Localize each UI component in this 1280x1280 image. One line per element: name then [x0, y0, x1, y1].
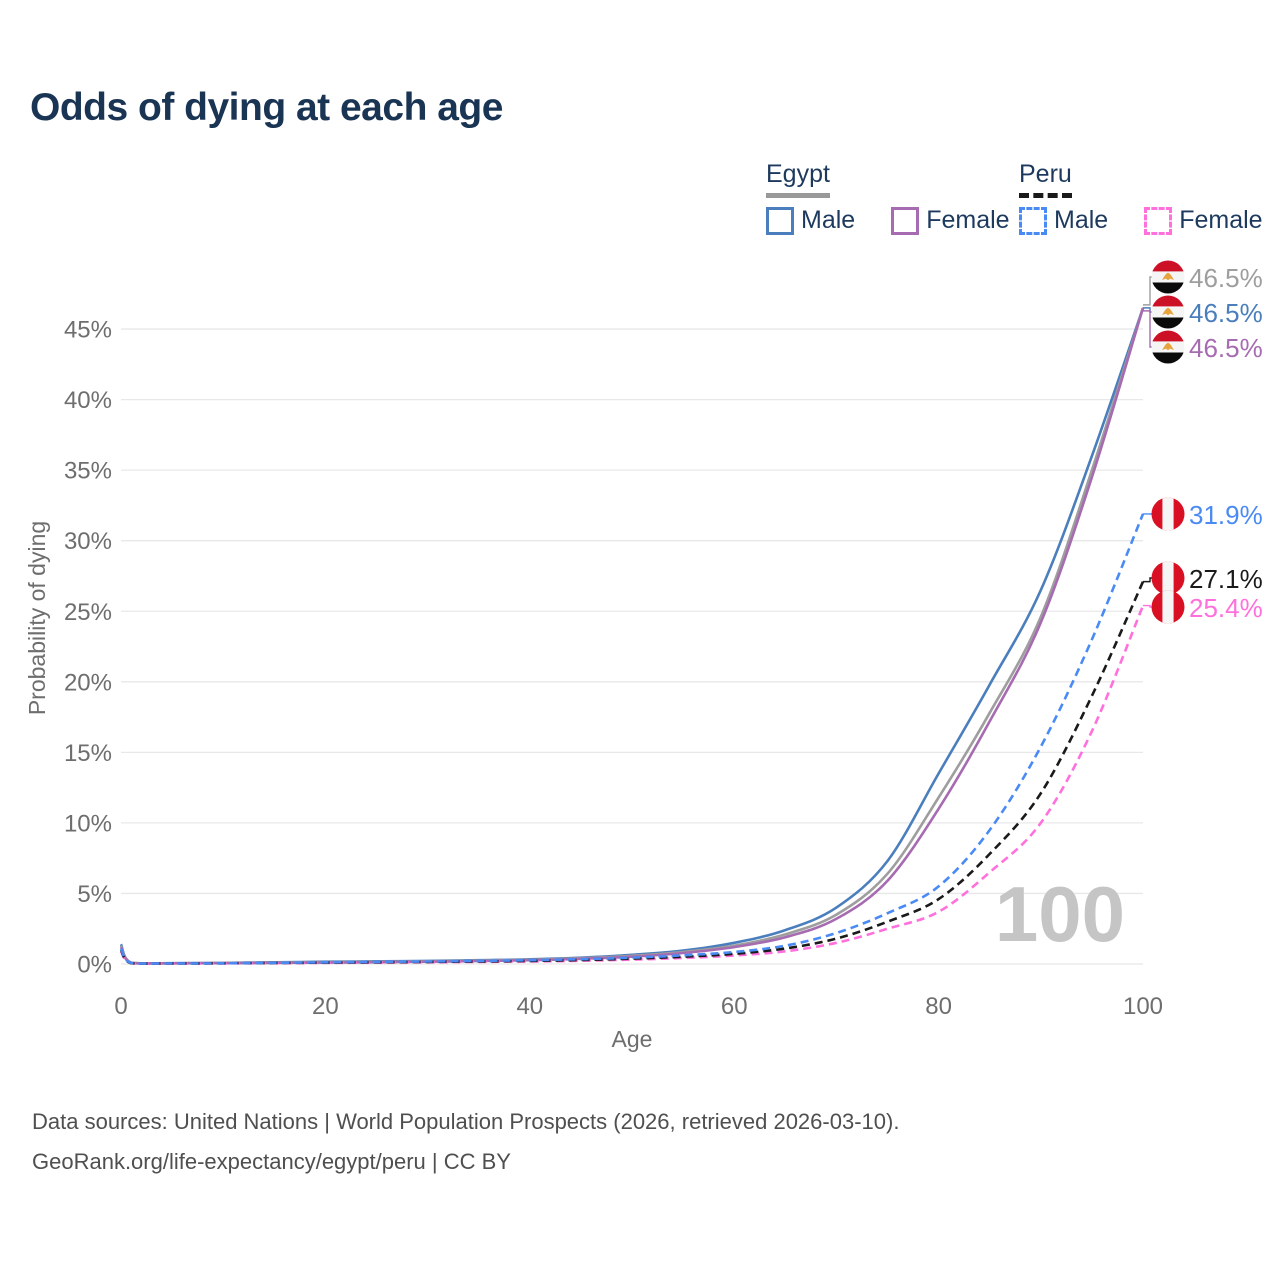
y-tick-label: 10% [64, 810, 112, 837]
egypt-flag-icon [1151, 260, 1185, 294]
end-label-value-peru-male: 31.9% [1189, 500, 1263, 530]
egypt-female-swatch-icon [891, 206, 920, 235]
legend-country-egypt[interactable]: Egypt [766, 160, 830, 198]
end-label-value-egypt-female: 46.5% [1189, 333, 1263, 363]
y-tick-label: 30% [64, 528, 112, 555]
legend-group-peru: Peru Male Female [1019, 160, 1280, 235]
egypt-flag-icon [1151, 295, 1185, 329]
y-tick-label: 25% [64, 599, 112, 626]
legend-country-egypt-label: Egypt [766, 160, 830, 188]
x-tick-label: 20 [312, 993, 339, 1020]
end-label-value-egypt-overall: 46.5% [1189, 263, 1263, 293]
legend-country-peru[interactable]: Peru [1019, 160, 1072, 198]
y-tick-label: 35% [64, 458, 112, 485]
legend-item-egypt-female-label: Female [926, 206, 1010, 234]
series-line-egypt-male[interactable] [119, 307, 1145, 965]
end-label-connector-egypt-female [1143, 310, 1152, 348]
x-tick-label: 60 [721, 993, 748, 1020]
egypt-male-swatch-icon [766, 206, 794, 235]
page-title: Odds of dying at each age [30, 86, 503, 129]
watermark-age: 100 [995, 870, 1125, 958]
footer-attribution: GeoRank.org/life-expectancy/egypt/peru |… [32, 1149, 511, 1174]
y-tick-label: 45% [64, 317, 112, 344]
end-label-value-peru-overall: 27.1% [1189, 564, 1263, 594]
legend-item-egypt-male-label: Male [801, 206, 856, 234]
footer-data-sources: Data sources: United Nations | World Pop… [32, 1109, 900, 1134]
legend-group-egypt: Egypt Male Female [766, 160, 1046, 235]
x-axis-title: Age [612, 1026, 653, 1052]
legend-item-peru-male-label: Male [1054, 206, 1109, 234]
legend-item-peru-male[interactable]: Male [1019, 206, 1108, 235]
y-axis-title: Probability of dying [24, 521, 50, 715]
end-label-connector-peru-female [1143, 604, 1152, 608]
end-label-connector-egypt-overall [1143, 276, 1152, 306]
legend-item-egypt-female[interactable]: Female [891, 206, 1010, 235]
series-line-egypt-overall[interactable] [119, 307, 1145, 965]
end-label-connector-peru-overall [1143, 577, 1152, 583]
series-line-egypt-female[interactable] [119, 307, 1145, 965]
series-line-peru-male[interactable] [119, 513, 1145, 965]
legend-items-egypt: Male Female [766, 206, 1046, 235]
peru-flag-icon [1151, 497, 1185, 531]
x-tick-label: 0 [114, 993, 127, 1020]
x-tick-label: 80 [925, 993, 952, 1020]
peru-male-swatch-icon [1019, 206, 1047, 235]
legend-items-peru: Male Female [1019, 206, 1280, 235]
peru-flag-icon [1151, 590, 1185, 624]
peru-flag-icon [1151, 561, 1185, 595]
legend-item-egypt-male[interactable]: Male [766, 206, 855, 235]
footer: Data sources: United Nations | World Pop… [32, 1102, 899, 1182]
y-tick-label: 20% [64, 669, 112, 696]
x-tick-label: 40 [516, 993, 543, 1020]
legend-item-peru-female-label: Female [1179, 206, 1263, 234]
legend-country-peru-label: Peru [1019, 160, 1072, 188]
x-tick-label: 100 [1123, 993, 1163, 1020]
end-label-value-peru-female: 25.4% [1189, 593, 1263, 623]
peru-female-swatch-icon [1144, 206, 1173, 235]
legend-item-peru-female[interactable]: Female [1144, 206, 1263, 235]
y-tick-label: 0% [77, 952, 112, 979]
y-tick-label: 15% [64, 740, 112, 767]
end-label-value-egypt-male: 46.5% [1189, 298, 1263, 328]
egypt-flag-icon [1151, 330, 1185, 364]
y-tick-label: 40% [64, 387, 112, 414]
y-tick-label: 5% [77, 881, 112, 908]
end-label-connector-egypt-male [1143, 307, 1152, 313]
series-line-peru-overall[interactable] [119, 581, 1145, 965]
series-line-peru-female[interactable] [119, 605, 1145, 965]
